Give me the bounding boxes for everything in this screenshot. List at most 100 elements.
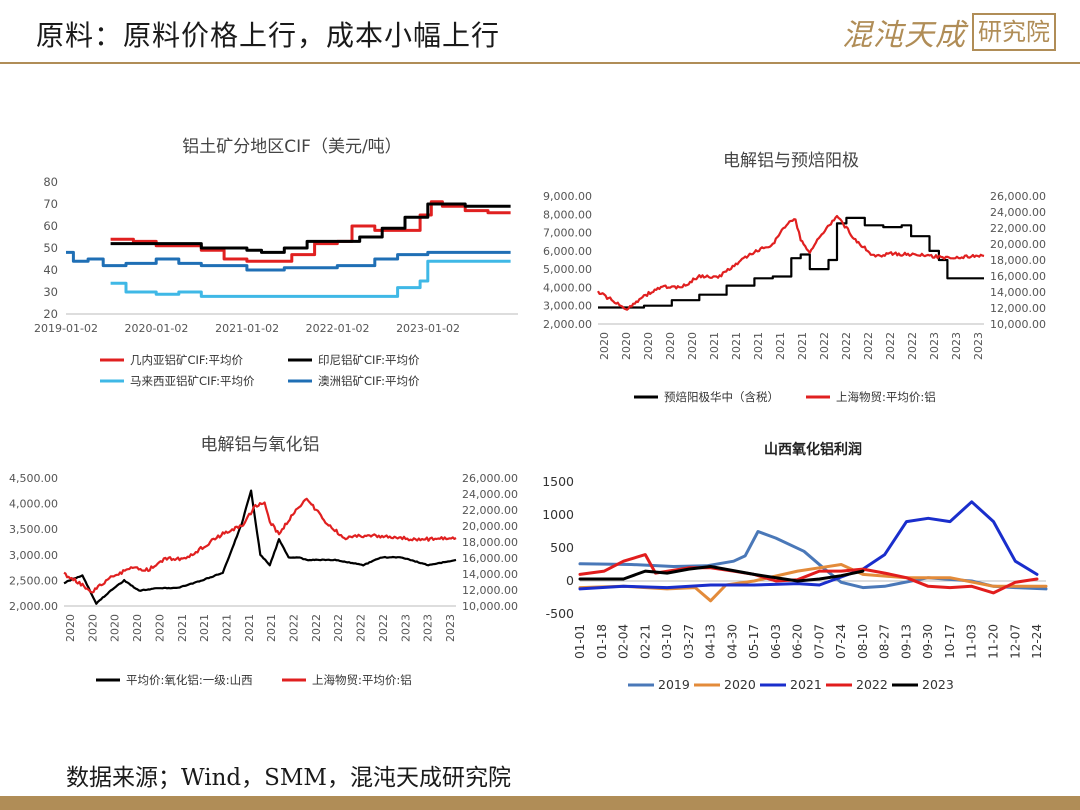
x-tick-label: 2021	[774, 332, 787, 360]
chart-title: 山西氧化铝利润	[764, 441, 862, 458]
x-tick-label: 2023	[399, 614, 412, 642]
legend-label-indonesia: 印尼铝矿CIF:平均价	[318, 353, 420, 367]
chart-title: 电解铝与预焙阳极	[723, 151, 859, 171]
x-tick-label: 03-27	[682, 624, 696, 659]
y-right-tick-label: 24,000.00	[462, 488, 518, 501]
x-tick-label: 2021-01-02	[215, 322, 279, 335]
series-line-right	[63, 497, 457, 594]
legend-label-2021: 2021	[790, 677, 822, 692]
chart-bauxite: 铝土矿分地区CIF（美元/吨） 20 30 40 50 60 70 80 2019-01-02 2…	[34, 137, 518, 388]
y-left-tick-label: 2,000.00	[9, 600, 58, 613]
x-tick-label: 2023	[950, 332, 963, 360]
x-tick-label: 2020	[598, 332, 611, 360]
page-title: 原料：原料价格上行，成本小幅上行	[36, 19, 501, 52]
chart-shanxi-profit: 山西氧化铝利润 -500 0 500 1000 1500 01-01 01-18 02-04 02…	[542, 441, 1048, 692]
x-tick-label: 2022-01-02	[306, 322, 370, 335]
y-right-tick-label: 10,000.00	[462, 600, 518, 613]
x-tick-label: 2020	[620, 332, 633, 360]
x-tick-label: 06-03	[769, 624, 783, 659]
chart-panel-anode: 电解铝与预焙阳极 2,000.00 3,000.00 4,000.00 5,000.00…	[536, 142, 1066, 414]
y-tick-label: 1000	[542, 507, 574, 522]
x-tick-label: 2023	[972, 332, 985, 360]
y-right-tick-label: 16,000.00	[462, 552, 518, 565]
brand-logo: 混沌天成 研究院	[842, 12, 1056, 53]
legend-label-2023: 2023	[922, 677, 954, 692]
y-right-tick-label: 18,000.00	[990, 254, 1046, 267]
legend-label-australia: 澳洲铝矿CIF:平均价	[318, 374, 420, 388]
y-left-tick-label: 7,000.00	[543, 227, 592, 240]
series-line-2020	[578, 563, 1048, 603]
x-tick-label: 08-27	[878, 624, 892, 659]
x-tick-label: 2020	[642, 332, 655, 360]
y-right-tick-label: 12,000.00	[990, 302, 1046, 315]
series-line-right	[597, 214, 985, 311]
x-tick-label: 2022	[332, 614, 345, 642]
x-tick-label: 02-04	[617, 624, 631, 659]
x-tick-label: 2021	[752, 332, 765, 360]
x-tick-label: 2021	[220, 614, 233, 642]
legend-label-2022: 2022	[856, 677, 888, 692]
y-left-tick-label: 4,000.00	[543, 281, 592, 294]
y-right-tick-label: 24,000.00	[990, 206, 1046, 219]
x-tick-label: 2022	[377, 614, 390, 642]
x-tick-label: 03-10	[660, 624, 674, 659]
x-tick-label: 2020	[64, 614, 77, 642]
x-tick-label: 04-30	[725, 624, 739, 659]
x-tick-label: 07-07	[812, 624, 826, 659]
x-tick-label: 2020	[686, 332, 699, 360]
x-tick-label: 08-10	[856, 624, 870, 659]
y-tick-label: 70	[43, 197, 58, 211]
x-tick-label: 11-20	[987, 624, 1001, 659]
y-tick-label: 80	[43, 175, 58, 189]
x-tick-label: 2022	[818, 332, 831, 360]
x-tick-label: 07-24	[834, 624, 848, 659]
x-tick-label: 09-13	[899, 624, 913, 659]
legend-label-right-series: 上海物贸:平均价:铝	[312, 673, 412, 687]
y-right-tick-label: 14,000.00	[462, 568, 518, 581]
y-tick-label: 60	[43, 219, 58, 233]
x-tick-label: 2022	[884, 332, 897, 360]
x-tick-label: 02-21	[638, 624, 652, 659]
y-tick-label: 500	[550, 540, 574, 555]
x-tick-label: 2020	[131, 614, 144, 642]
y-left-tick-label: 9,000.00	[543, 190, 592, 203]
x-tick-label: 01-01	[573, 624, 587, 659]
header-divider	[0, 62, 1080, 64]
x-tick-label: 2020	[109, 614, 122, 642]
y-tick-label: 50	[43, 241, 58, 255]
y-left-tick-label: 3,000.00	[543, 300, 592, 313]
series-line-left	[598, 216, 984, 309]
x-tick-label: 2023	[422, 614, 435, 642]
x-tick-label: 2021	[708, 332, 721, 360]
x-tick-label: 2023	[444, 614, 457, 642]
x-tick-label: 2019-01-02	[34, 322, 98, 335]
chart-anode: 电解铝与预焙阳极 2,000.00 3,000.00 4,000.00 5,000.00…	[543, 151, 1046, 404]
logo-script-text: 混沌天成	[842, 18, 966, 53]
footer-bar	[0, 796, 1080, 810]
x-tick-label: 2020-01-02	[124, 322, 188, 335]
y-left-tick-label: 5,000.00	[543, 263, 592, 276]
y-left-tick-label: 2,000.00	[543, 318, 592, 331]
series-line-indonesia	[110, 202, 511, 254]
y-left-tick-label: 6,000.00	[543, 245, 592, 258]
chart-title: 铝土矿分地区CIF（美元/吨）	[182, 137, 401, 157]
legend-label-right-series: 上海物贸:平均价:铝	[836, 390, 936, 404]
x-tick-label: 2021	[796, 332, 809, 360]
header: 原料：原料价格上行，成本小幅上行 混沌天成 研究院	[0, 0, 1080, 64]
y-tick-label: -500	[546, 606, 574, 621]
y-right-tick-label: 26,000.00	[990, 190, 1046, 203]
y-left-tick-label: 3,000.00	[9, 549, 58, 562]
y-tick-label: 40	[43, 263, 58, 277]
x-tick-label: 2020	[153, 614, 166, 642]
x-tick-label: 01-18	[595, 624, 609, 659]
x-tick-label: 2023-01-02	[396, 322, 460, 335]
x-tick-label: 12-07	[1008, 624, 1022, 659]
x-tick-label: 2021	[243, 614, 256, 642]
x-tick-label: 10-17	[943, 624, 957, 659]
y-tick-label: 0	[566, 573, 574, 588]
x-tick-label: 2021	[730, 332, 743, 360]
y-right-tick-label: 10,000.00	[990, 318, 1046, 331]
legend-label-malaysia: 马来西亚铝矿CIF:平均价	[130, 374, 255, 388]
x-tick-label: 11-03	[965, 624, 979, 659]
x-tick-label: 2023	[928, 332, 941, 360]
